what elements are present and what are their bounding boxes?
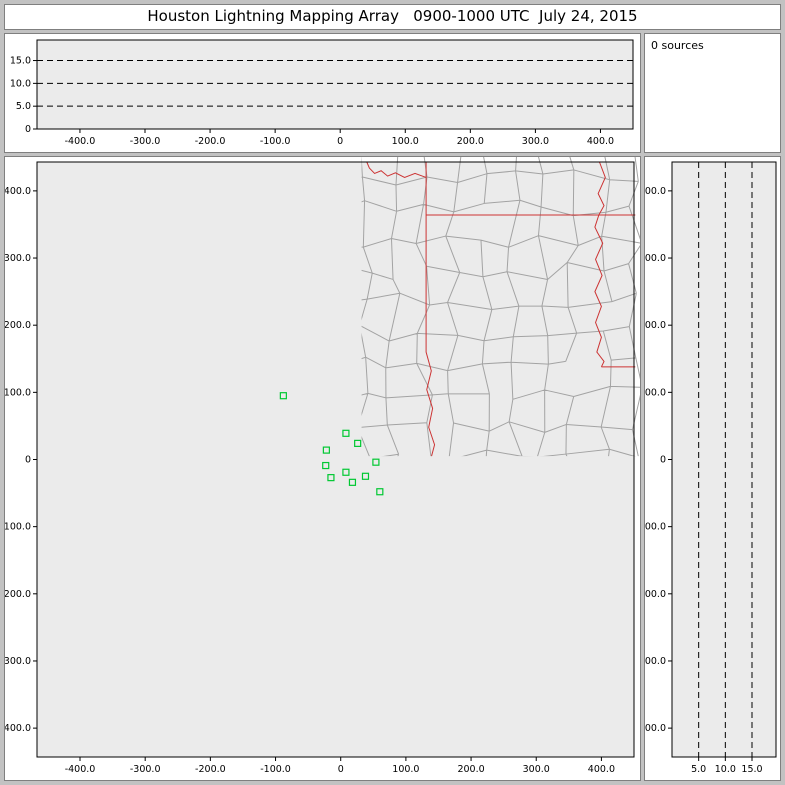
mississippi-river xyxy=(595,162,605,367)
tick-label: 100.0 xyxy=(392,764,419,775)
alt-ew-x-axis: -400.0 -300.0 -200.0 -100.0 0 100.0 200.0 300.0… xyxy=(65,129,614,147)
tick-label: 200.0 xyxy=(457,136,484,147)
sabine-tx-la-border xyxy=(426,215,436,463)
tick-label: -400.0 xyxy=(5,723,31,734)
station-marker xyxy=(342,429,350,437)
altitude-ew-plot[interactable]: 0 5.0 10.0 15.0 -400.0 -300.0 -200.0 -100.0 0 100… xyxy=(5,34,640,152)
tick-label: 100.0 xyxy=(392,136,419,147)
lma-station-markers xyxy=(279,392,384,496)
red-river xyxy=(367,162,426,177)
tick-label: 100.0 xyxy=(645,387,666,398)
sources-count-label: 0 sources xyxy=(651,39,704,52)
tick-label: 0 xyxy=(660,455,666,466)
map-y-axis: 400.0 300.0 200.0 100.0 0 -100.0 -200.0 -300.0 -… xyxy=(5,186,37,734)
county-boundaries xyxy=(26,157,640,773)
altitude-ew-panel[interactable]: 0 5.0 10.0 15.0 -400.0 -300.0 -200.0 -100.0 0 100… xyxy=(4,33,641,153)
station-marker xyxy=(322,446,330,454)
alt-ns-x-axis: 5.0 10.0 15.0 xyxy=(691,757,763,775)
tick-label: -100.0 xyxy=(5,522,31,533)
tick-label: 10.0 xyxy=(10,78,31,89)
tick-label: 5.0 xyxy=(16,101,31,112)
tick-label: 300.0 xyxy=(522,136,549,147)
altitude-gridlines xyxy=(698,162,753,757)
tick-label: 300.0 xyxy=(5,253,31,264)
tick-label: -300.0 xyxy=(130,136,161,147)
tick-label: 0 xyxy=(338,764,344,775)
station-marker xyxy=(327,474,335,482)
tick-label: 5.0 xyxy=(691,764,706,775)
map-layer xyxy=(26,157,640,773)
tick-label: 200.0 xyxy=(457,764,484,775)
station-marker xyxy=(342,468,350,476)
map-x-axis: -400.0 -300.0 -200.0 -100.0 0 100.0 200.0 300.0… xyxy=(65,757,615,775)
alt-ns-y-axis: 400.0 300.0 200.0 100.0 0 -100.0 -200.0 -300.0 -… xyxy=(645,186,672,734)
station-marker xyxy=(376,488,384,496)
tick-label: 0 xyxy=(25,455,31,466)
tick-label: 300.0 xyxy=(645,253,666,264)
station-marker xyxy=(322,461,330,470)
window-title: Houston Lightning Mapping Array 0900-100… xyxy=(147,7,638,25)
tick-label: 400.0 xyxy=(587,136,614,147)
station-marker xyxy=(372,458,380,466)
tick-label: -200.0 xyxy=(195,136,226,147)
tick-label: 400.0 xyxy=(645,186,666,197)
tick-label: 10.0 xyxy=(715,764,736,775)
tick-label: -200.0 xyxy=(195,764,226,775)
plot-area-alt-ew[interactable] xyxy=(36,39,634,130)
plan-view-map-panel[interactable]: 400.0300.0200.0100.00-100.0-200.0-300.0-… xyxy=(4,156,641,781)
tick-label: -300.0 xyxy=(5,656,31,667)
tick-label: 300.0 xyxy=(523,764,550,775)
tick-label: 400.0 xyxy=(5,186,31,197)
tick-label: -100.0 xyxy=(260,136,291,147)
altitude-ns-plot[interactable]: 400.0 300.0 200.0 100.0 0 -100.0 -200.0 -300.0 -… xyxy=(645,157,780,780)
title-bar: Houston Lightning Mapping Array 0900-100… xyxy=(4,4,781,30)
tick-label: 0 xyxy=(337,136,343,147)
station-marker xyxy=(354,439,362,447)
tick-label: 200.0 xyxy=(5,320,31,331)
tick-label: -200.0 xyxy=(645,589,666,600)
alt-ew-y-axis: 0 5.0 10.0 15.0 xyxy=(10,56,37,135)
altitude-ns-panel[interactable]: 400.0 300.0 200.0 100.0 0 -100.0 -200.0 -300.0 -… xyxy=(644,156,781,781)
station-marker xyxy=(361,472,370,480)
tick-label: -200.0 xyxy=(5,589,31,600)
tick-label: -400.0 xyxy=(645,723,666,734)
plot-area-alt-ns[interactable] xyxy=(671,161,777,758)
tick-label: -100.0 xyxy=(260,764,291,775)
tick-label: 100.0 xyxy=(5,387,31,398)
station-marker xyxy=(348,478,357,486)
tick-label: 0 xyxy=(25,124,31,135)
plan-view-map-plot[interactable]: 400.0300.0200.0100.00-100.0-200.0-300.0-… xyxy=(5,157,640,780)
tick-label: -100.0 xyxy=(645,522,666,533)
tick-label: -400.0 xyxy=(65,136,96,147)
tick-label: 200.0 xyxy=(645,320,666,331)
sources-count-panel: 0 sources xyxy=(644,33,781,153)
tick-label: -300.0 xyxy=(645,656,666,667)
station-marker xyxy=(279,392,287,400)
tick-label: 15.0 xyxy=(10,56,31,67)
plot-area-map[interactable] xyxy=(37,162,634,757)
tick-label: 400.0 xyxy=(588,764,615,775)
tick-label: -300.0 xyxy=(130,764,161,775)
tick-label: -400.0 xyxy=(65,764,96,775)
tick-label: 15.0 xyxy=(741,764,762,775)
